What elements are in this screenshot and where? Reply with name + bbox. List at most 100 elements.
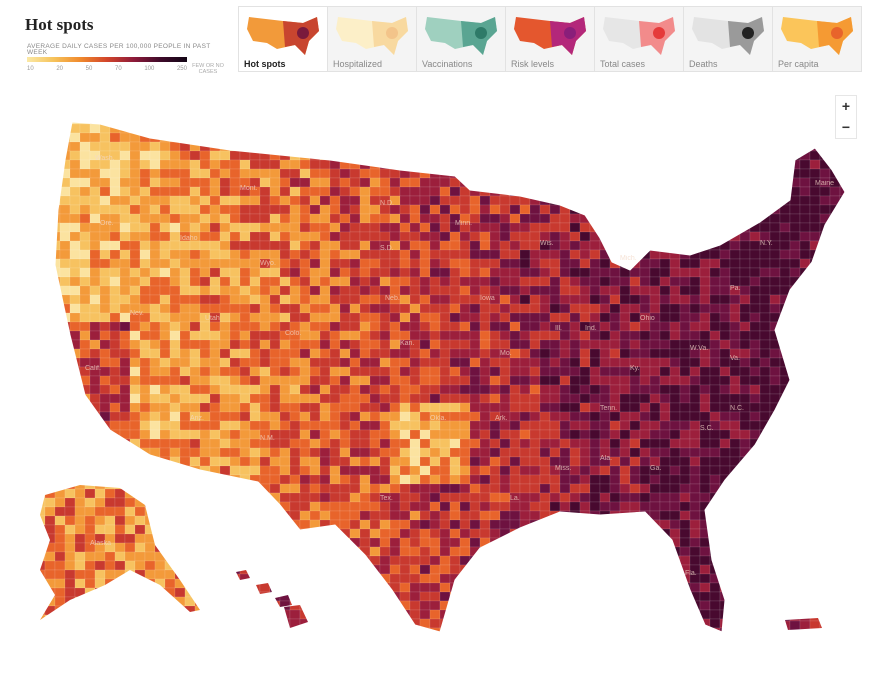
county-cell[interactable] — [79, 213, 91, 224]
county-cell[interactable] — [229, 177, 241, 188]
county-cell[interactable] — [79, 609, 91, 620]
county-cell[interactable] — [749, 366, 761, 377]
county-cell[interactable] — [54, 506, 66, 517]
county-cell[interactable] — [739, 249, 751, 260]
county-cell[interactable] — [379, 627, 391, 637]
county-cell[interactable] — [789, 195, 801, 206]
county-cell[interactable] — [35, 533, 46, 544]
county-cell[interactable] — [109, 141, 121, 152]
county-cell[interactable] — [469, 150, 481, 161]
county-cell[interactable] — [499, 249, 511, 260]
county-cell[interactable] — [669, 447, 681, 458]
county-cell[interactable] — [499, 456, 511, 467]
county-cell[interactable] — [609, 438, 621, 449]
county-cell[interactable] — [249, 330, 261, 341]
county-cell[interactable] — [689, 294, 701, 305]
county-cell[interactable] — [54, 524, 66, 535]
county-cell[interactable] — [689, 222, 701, 233]
county-cell[interactable] — [79, 159, 91, 170]
county-cell[interactable] — [279, 537, 291, 548]
county-cell[interactable] — [349, 564, 361, 575]
county-cell[interactable] — [659, 222, 671, 233]
county-cell[interactable] — [789, 204, 801, 215]
county-cell[interactable] — [319, 312, 331, 323]
county-cell[interactable] — [539, 159, 551, 170]
county-cell[interactable] — [509, 384, 521, 395]
county-cell[interactable] — [499, 312, 511, 323]
county-cell[interactable] — [249, 276, 261, 287]
county-cell[interactable] — [84, 551, 96, 562]
county-cell[interactable] — [124, 497, 136, 508]
county-cell[interactable] — [449, 231, 461, 242]
county-cell[interactable] — [409, 438, 421, 449]
county-cell[interactable] — [139, 159, 151, 170]
county-cell[interactable] — [159, 159, 171, 170]
county-cell[interactable] — [309, 285, 321, 296]
county-cell[interactable] — [829, 294, 841, 305]
county-cell[interactable] — [129, 267, 141, 278]
county-cell[interactable] — [169, 285, 181, 296]
county-cell[interactable] — [569, 474, 581, 485]
county-cell[interactable] — [59, 375, 71, 386]
county-cell[interactable] — [519, 573, 531, 584]
county-cell[interactable] — [209, 393, 221, 404]
county-cell[interactable] — [90, 637, 100, 646]
county-cell[interactable] — [589, 375, 601, 386]
county-cell[interactable] — [559, 195, 571, 206]
county-cell[interactable] — [459, 330, 471, 341]
county-cell[interactable] — [259, 303, 271, 314]
county-cell[interactable] — [759, 546, 771, 557]
county-cell[interactable] — [549, 123, 561, 134]
county-cell[interactable] — [399, 600, 411, 611]
county-cell[interactable] — [419, 177, 431, 188]
county-cell[interactable] — [309, 429, 321, 440]
county-cell[interactable] — [769, 375, 781, 386]
county-cell[interactable] — [339, 474, 351, 485]
county-cell[interactable] — [164, 551, 176, 562]
county-cell[interactable] — [519, 591, 531, 602]
county-cell[interactable] — [319, 537, 331, 548]
county-cell[interactable] — [74, 488, 86, 499]
county-cell[interactable] — [174, 506, 186, 517]
county-cell[interactable] — [379, 564, 391, 575]
county-cell[interactable] — [739, 276, 751, 287]
county-cell[interactable] — [679, 231, 691, 242]
county-cell[interactable] — [689, 447, 701, 458]
county-cell[interactable] — [549, 555, 561, 566]
county-cell[interactable] — [420, 637, 430, 646]
county-cell[interactable] — [419, 132, 431, 143]
county-cell[interactable] — [99, 177, 111, 188]
county-cell[interactable] — [479, 115, 491, 125]
county-cell[interactable] — [139, 393, 151, 404]
county-cell[interactable] — [449, 627, 461, 637]
county-cell[interactable] — [489, 258, 501, 269]
county-cell[interactable] — [199, 303, 211, 314]
county-cell[interactable] — [329, 312, 341, 323]
county-cell[interactable] — [339, 168, 351, 179]
county-cell[interactable] — [389, 429, 401, 440]
county-cell[interactable] — [549, 429, 561, 440]
county-cell[interactable] — [59, 339, 71, 350]
county-cell[interactable] — [159, 384, 171, 395]
county-cell[interactable] — [399, 546, 411, 557]
county-cell[interactable] — [239, 447, 251, 458]
county-cell[interactable] — [409, 546, 421, 557]
county-cell[interactable] — [679, 357, 691, 368]
county-cell[interactable] — [489, 285, 501, 296]
county-cell[interactable] — [379, 213, 391, 224]
county-cell[interactable] — [419, 546, 431, 557]
county-cell[interactable] — [449, 123, 461, 134]
county-cell[interactable] — [114, 578, 126, 589]
county-cell[interactable] — [289, 375, 301, 386]
county-cell[interactable] — [639, 555, 651, 566]
county-cell[interactable] — [389, 123, 401, 134]
county-cell[interactable] — [379, 456, 391, 467]
county-cell[interactable] — [629, 348, 641, 359]
county-cell[interactable] — [169, 519, 181, 530]
county-cell[interactable] — [789, 492, 801, 503]
county-cell[interactable] — [539, 420, 551, 431]
county-cell[interactable] — [149, 249, 161, 260]
county-cell[interactable] — [629, 420, 641, 431]
county-cell[interactable] — [329, 231, 341, 242]
county-cell[interactable] — [839, 375, 850, 386]
